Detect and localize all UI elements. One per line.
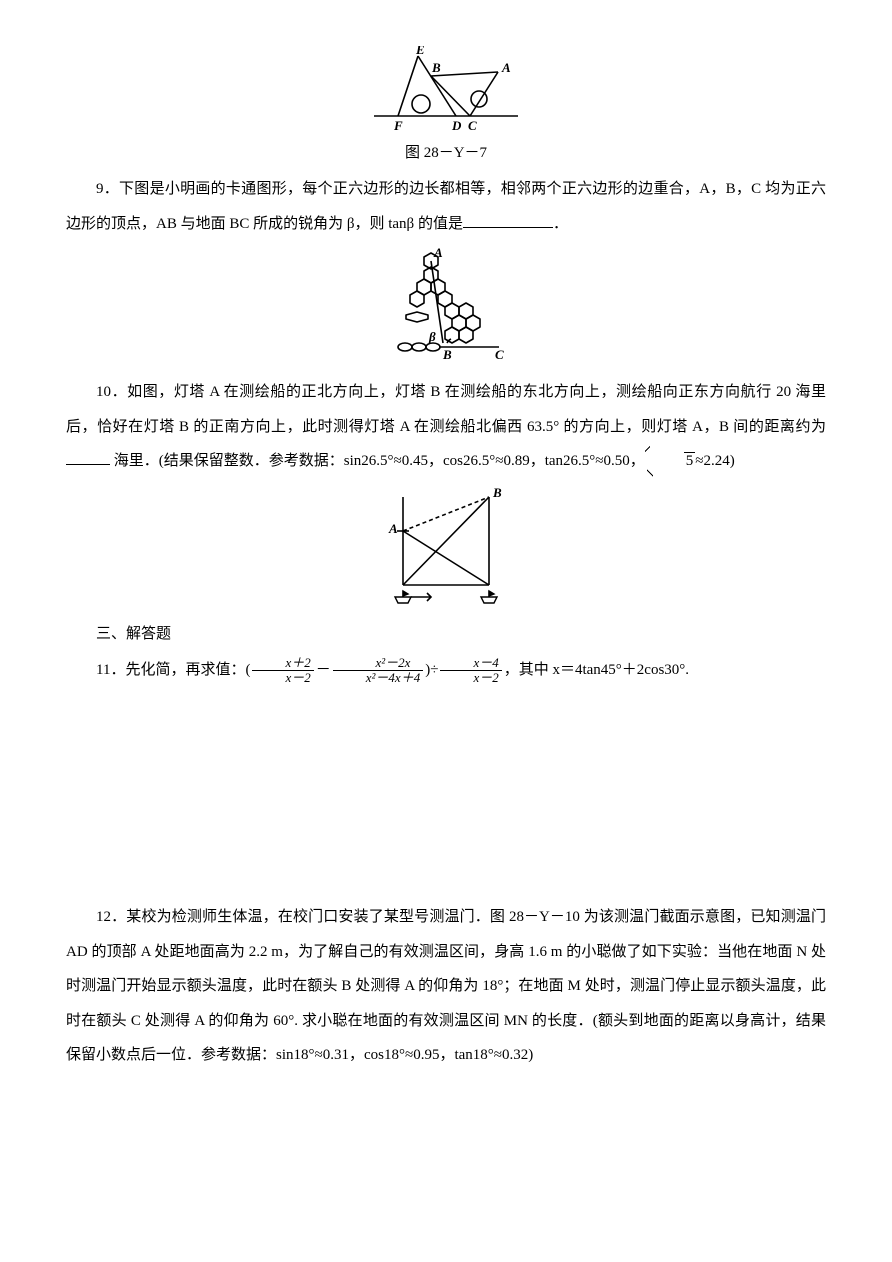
- q11-frac2-num: x²－2x: [333, 656, 423, 671]
- q11-tail: ，其中 x＝4tan45°＋2cos30°.: [504, 662, 689, 678]
- q9-text: 9．下图是小明画的卡通图形，每个正六边形的边长都相等，相邻两个正六边形的边重合，…: [66, 172, 826, 241]
- q9-svg: A B C β: [371, 247, 521, 365]
- section-3-heading: 三、解答题: [66, 617, 826, 652]
- q11-workspace: [66, 690, 826, 900]
- fig7-svg: E B A F D C: [366, 46, 526, 134]
- q9-before: 9．下图是小明画的卡通图形，每个正六边形的边长都相等，相邻两个正六边形的边重合，…: [66, 181, 826, 232]
- fig7-label-B: B: [431, 60, 441, 75]
- q10-sqrt5-approx: ≈2.24): [695, 453, 734, 469]
- q10-svg: A B: [371, 485, 521, 607]
- q11-text: 11．先化简，再求值：(x＋2x－2－x²－2xx²－4x＋4)÷x－4x－2，…: [66, 651, 826, 690]
- q11-frac3-den: x－2: [440, 671, 501, 685]
- fig7-label-E: E: [415, 46, 425, 57]
- q11-frac3: x－4x－2: [440, 656, 501, 684]
- q11-frac1-den: x－2: [252, 671, 313, 685]
- q9-label-B: B: [442, 347, 452, 362]
- q10-label-B: B: [492, 485, 502, 500]
- q10-blank: [66, 449, 110, 465]
- fig7-caption: 图 28－Y－7: [405, 144, 487, 162]
- q9-blank: [463, 212, 553, 228]
- figure-q10: A B: [66, 485, 826, 607]
- q10-text: 10．如图，灯塔 A 在测绘船的正北方向上，灯塔 B 在测绘船的东北方向上，测绘…: [66, 375, 826, 479]
- q11-frac2: x²－2xx²－4x＋4: [333, 656, 423, 684]
- q11-frac1-num: x＋2: [252, 656, 313, 671]
- fig7-label-F: F: [393, 118, 403, 133]
- fig7-label-C: C: [468, 118, 477, 133]
- q11-frac2-den: x²－4x＋4: [333, 671, 423, 685]
- q9-label-A: A: [433, 247, 443, 260]
- figure-q9: A B C β: [66, 247, 826, 365]
- q10-before: 10．如图，灯塔 A 在测绘船的正北方向上，灯塔 B 在测绘船的东北方向上，测绘…: [66, 384, 826, 435]
- q12-text: 12．某校为检测师生体温，在校门口安装了某型号测温门．图 28－Y－10 为该测…: [66, 900, 826, 1073]
- q11-minus: －: [316, 662, 331, 678]
- q10-label-A: A: [388, 521, 398, 536]
- figure-28-y-7: E B A F D C 图 28－Y－7: [66, 46, 826, 162]
- q11-frac1: x＋2x－2: [252, 656, 313, 684]
- q9-label-C: C: [495, 347, 504, 362]
- fig7-label-D: D: [451, 118, 462, 133]
- q11-frac3-num: x－4: [440, 656, 501, 671]
- q10-sqrt5: 5: [645, 444, 696, 479]
- fig7-label-A: A: [501, 60, 511, 75]
- q11-lead: 11．先化简，再求值：(: [96, 662, 250, 678]
- q11-rdiv: )÷: [425, 662, 438, 678]
- q10-after: 海里．(结果保留整数．参考数据：sin26.5°≈0.45，cos26.5°≈0…: [114, 453, 645, 469]
- q9-after: ．: [553, 216, 568, 232]
- q9-label-beta: β: [428, 329, 436, 344]
